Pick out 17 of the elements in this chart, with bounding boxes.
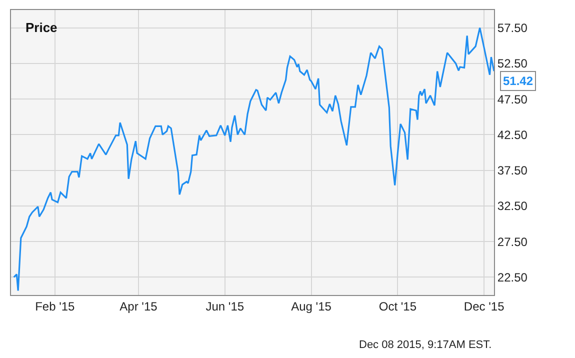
- x-tick-label: Apr '15: [120, 299, 158, 314]
- x-tick-label: Jun '15: [206, 299, 244, 314]
- y-tick-label: 27.50: [497, 234, 528, 249]
- x-tick-label: Feb '15: [35, 299, 76, 314]
- y-tick-label: 37.50: [497, 164, 528, 178]
- x-tick-label: Oct '15: [378, 299, 417, 314]
- y-tick-label: 22.50: [497, 270, 528, 284]
- y-tick-label: 47.50: [497, 92, 528, 106]
- annotation: 51.42: [503, 74, 534, 88]
- x-tick-label: Aug '15: [291, 299, 332, 314]
- text: Price: [25, 20, 58, 35]
- y-tick-label: 52.50: [497, 56, 528, 71]
- x-tick-label: Dec '15: [464, 299, 505, 314]
- y-tick-label: 57.50: [497, 21, 528, 36]
- y-tick-label: 42.50: [497, 128, 528, 142]
- text: Dec 08 2015, 9:17AM EST.: [359, 339, 492, 351]
- y-tick-label: 32.50: [497, 199, 528, 214]
